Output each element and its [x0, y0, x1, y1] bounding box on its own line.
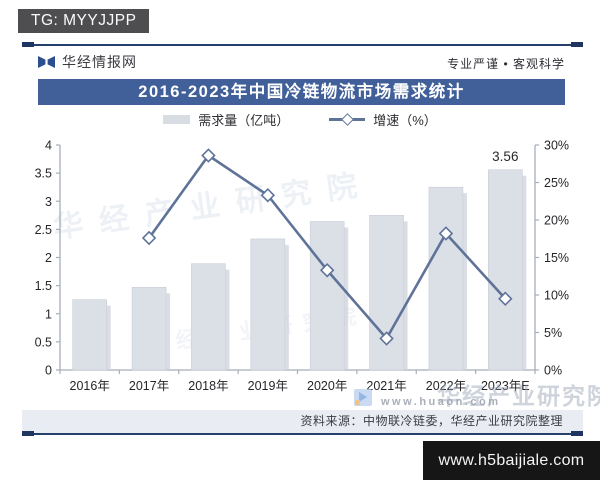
right-tick-label: 0%: [544, 364, 562, 378]
source-text: 资料来源：中物联冷链委，华经产业研究院整理: [300, 414, 563, 428]
bottom-rule-cap-left: [22, 431, 34, 436]
left-tick-label: 0: [45, 364, 52, 378]
huaon-name-watermark: 华经产业研究院: [437, 383, 600, 409]
diamond-marker: [438, 226, 454, 241]
legend-item-demand: 需求量（亿吨）: [163, 110, 289, 129]
bar-value-label: 3.56: [492, 149, 518, 164]
bar-2023年E: [488, 169, 523, 371]
x-label-2022年: 2022年: [426, 379, 466, 393]
legend-demand-label: 需求量（亿吨）: [198, 113, 290, 128]
left-tick-label: 3: [45, 195, 52, 209]
bar-2018年: [191, 263, 226, 371]
bar-2019年: [250, 238, 286, 371]
bar-2022年: [428, 186, 464, 371]
bottom-rule: [22, 433, 583, 435]
diamond-marker: [319, 263, 335, 278]
diamond-marker: [201, 148, 216, 163]
source-band: 资料来源：中物联冷链委，华经产业研究院整理: [22, 410, 583, 433]
legend-item-growth: 增速（%）: [329, 110, 437, 129]
bar-shadow: [166, 293, 171, 370]
left-tick-label: 1: [45, 307, 52, 321]
demand-growth-chart: 华经产业研究院华经产业研究院00.511.522.533.540%5%10%15…: [35, 139, 569, 394]
bar-shadow: [522, 175, 527, 370]
bar-shadow: [462, 193, 467, 370]
left-tick-label: 2: [45, 251, 52, 265]
x-label-2020年: 2020年: [307, 379, 347, 393]
right-tick-label: 15%: [544, 251, 569, 265]
x-label-2017年: 2017年: [129, 379, 169, 393]
huaon-url-watermark: www.huaon.com: [381, 396, 501, 408]
bar-2020年: [309, 221, 345, 371]
left-tick-label: 2.5: [35, 223, 52, 237]
legend-growth-label: 增速（%）: [373, 113, 437, 128]
bottom-rule-cap-right: [571, 431, 583, 436]
diamond-marker: [498, 291, 513, 306]
left-tick-label: 3.5: [35, 167, 52, 181]
diamond-marker: [379, 331, 394, 346]
right-tick-label: 20%: [544, 214, 569, 228]
bar-2021年: [369, 215, 404, 371]
tg-stamp: TG: MYYJJPP: [18, 9, 150, 33]
bar-shadow: [225, 269, 230, 370]
chart-legend: 需求量（亿吨） 增速（%）: [0, 110, 600, 129]
right-tick-label: 25%: [544, 176, 569, 190]
top-rule-cap-left: [22, 42, 34, 47]
right-tick-label: 5%: [544, 326, 562, 340]
brand: 华经情报网: [38, 52, 137, 72]
x-label-2016年: 2016年: [70, 379, 110, 393]
bar-shadow: [403, 221, 408, 370]
site-badge: www.h5baijiale.com: [423, 441, 600, 480]
top-rule: [22, 44, 583, 46]
left-tick-label: 0.5: [35, 335, 52, 349]
x-label-2021年: 2021年: [366, 379, 406, 393]
bar-2016年: [72, 299, 107, 371]
huaon-logo-icon: [354, 389, 372, 406]
left-tick-label: 4: [45, 139, 52, 153]
diamond-marker: [260, 188, 276, 203]
bar-shadow: [106, 305, 111, 370]
right-tick-label: 10%: [544, 289, 569, 303]
x-label-2018年: 2018年: [188, 379, 228, 393]
header-tagline: 专业严谨 • 客观科学: [447, 57, 565, 71]
x-label-2019年: 2019年: [248, 379, 288, 393]
x-label-2023年E: 2023年E: [481, 379, 530, 393]
brand-name: 华经情报网: [62, 54, 137, 70]
line-diamond-swatch-icon: [329, 113, 366, 126]
bar-shadow: [344, 227, 349, 370]
bar-swatch-icon: [163, 115, 191, 124]
bar-2017年: [131, 287, 167, 371]
chart-title-bar: 2016-2023年中国冷链物流市场需求统计: [38, 79, 565, 105]
diamond-marker: [141, 230, 157, 246]
brand-logo-icon: [38, 55, 55, 69]
top-rule-cap-right: [571, 42, 583, 47]
right-tick-label: 30%: [544, 139, 569, 153]
left-tick-label: 1.5: [35, 279, 52, 293]
bar-shadow: [284, 244, 289, 370]
